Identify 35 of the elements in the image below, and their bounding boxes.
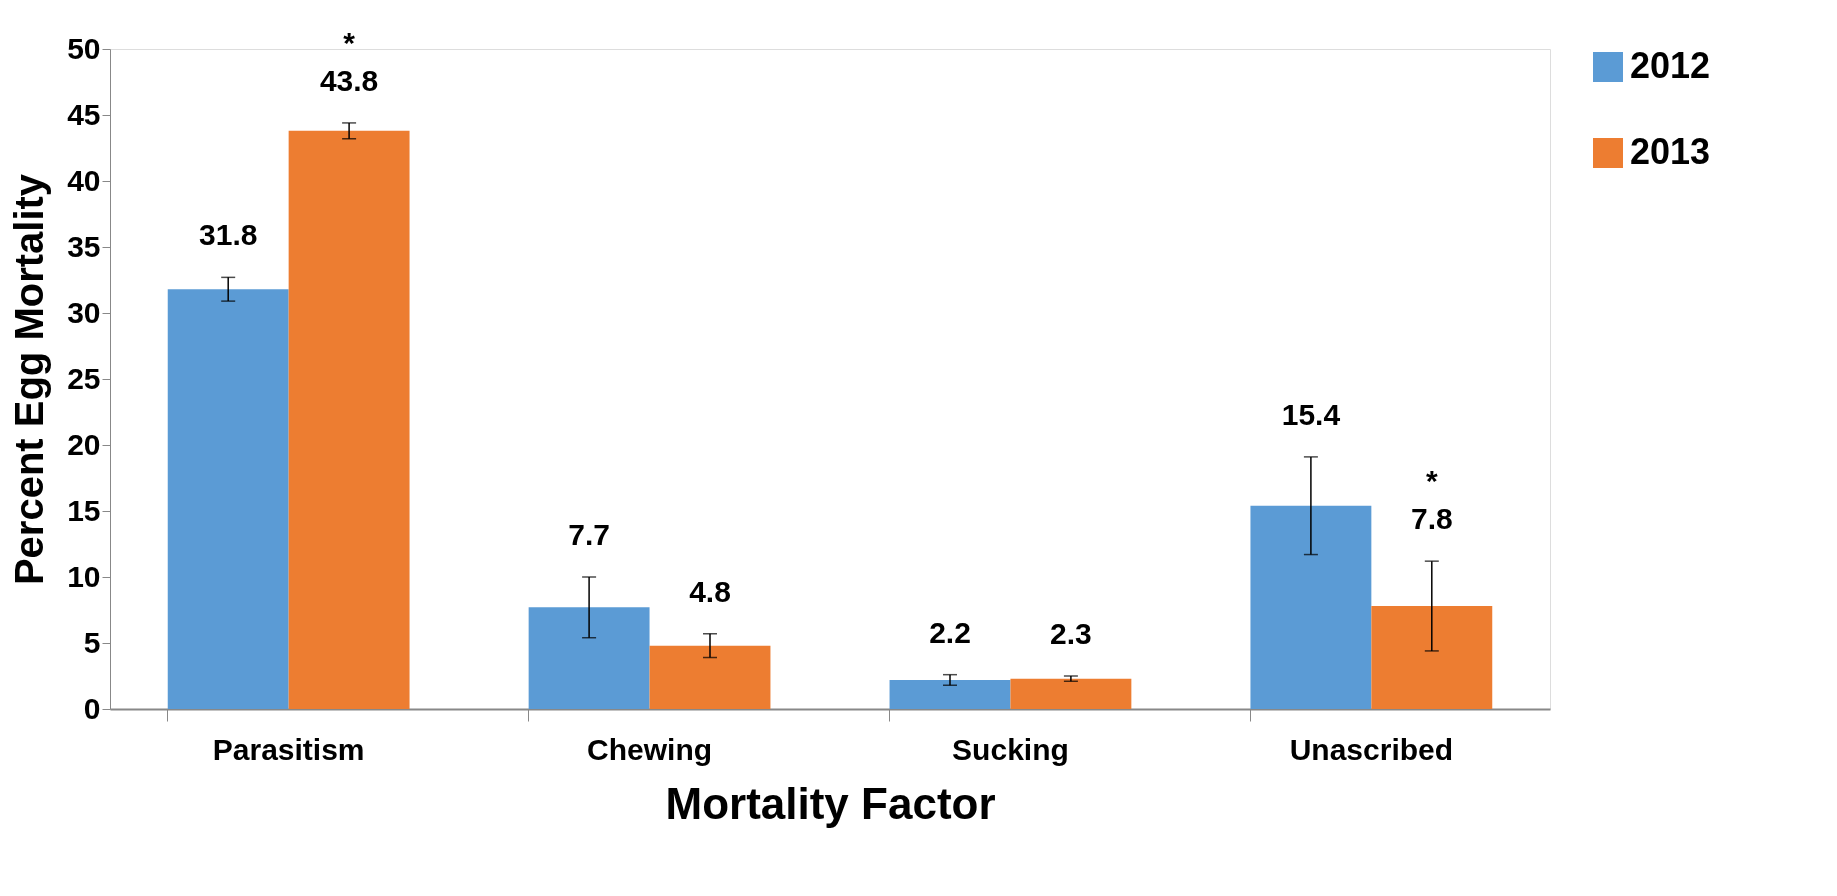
data-label: 2.2 (929, 615, 971, 649)
y-tick-label: 0 (83, 691, 101, 725)
bar (167, 289, 289, 709)
y-tick-label: 50 (67, 31, 101, 65)
y-tick-label: 10 (67, 559, 101, 593)
data-label: 7.7 (568, 518, 610, 551)
x-tick-label: Parasitism (212, 732, 365, 766)
text: * 7.8 (1410, 464, 1453, 536)
x-tick-label: Chewing (587, 732, 713, 766)
y-tick-label: 15 (67, 493, 101, 527)
legend-label: 2012 (1630, 45, 1711, 86)
bar (1250, 505, 1372, 709)
x-axis-title: Mortality Factor (665, 778, 996, 828)
y-axis-title: Percent Egg Mortality (7, 173, 52, 586)
y-tick-label: 25 (67, 361, 101, 395)
y-tick-label: 35 (67, 229, 101, 263)
y-tick-label: 40 (67, 163, 101, 197)
bar (1010, 678, 1132, 709)
data-label: 4.8 (689, 574, 731, 608)
bar (1371, 606, 1493, 709)
bar (528, 607, 650, 709)
data-label: 15.4 (1281, 397, 1341, 431)
legend-label: 2013 (1630, 131, 1711, 172)
y-tick-label: 5 (83, 625, 101, 659)
y-tick-label: 20 (67, 427, 101, 461)
x-tick-label: Unascribed (1289, 732, 1454, 766)
text: * 43.8 (319, 25, 379, 97)
bar (889, 679, 1011, 709)
y-tick-label: 30 (67, 295, 101, 329)
data-label: 2.3 (1050, 617, 1092, 650)
bar (288, 130, 410, 709)
bar (649, 645, 771, 709)
x-tick-label: Sucking (952, 732, 1069, 766)
y-tick-label: 45 (67, 97, 101, 131)
data-label: 31.8 (199, 218, 258, 252)
